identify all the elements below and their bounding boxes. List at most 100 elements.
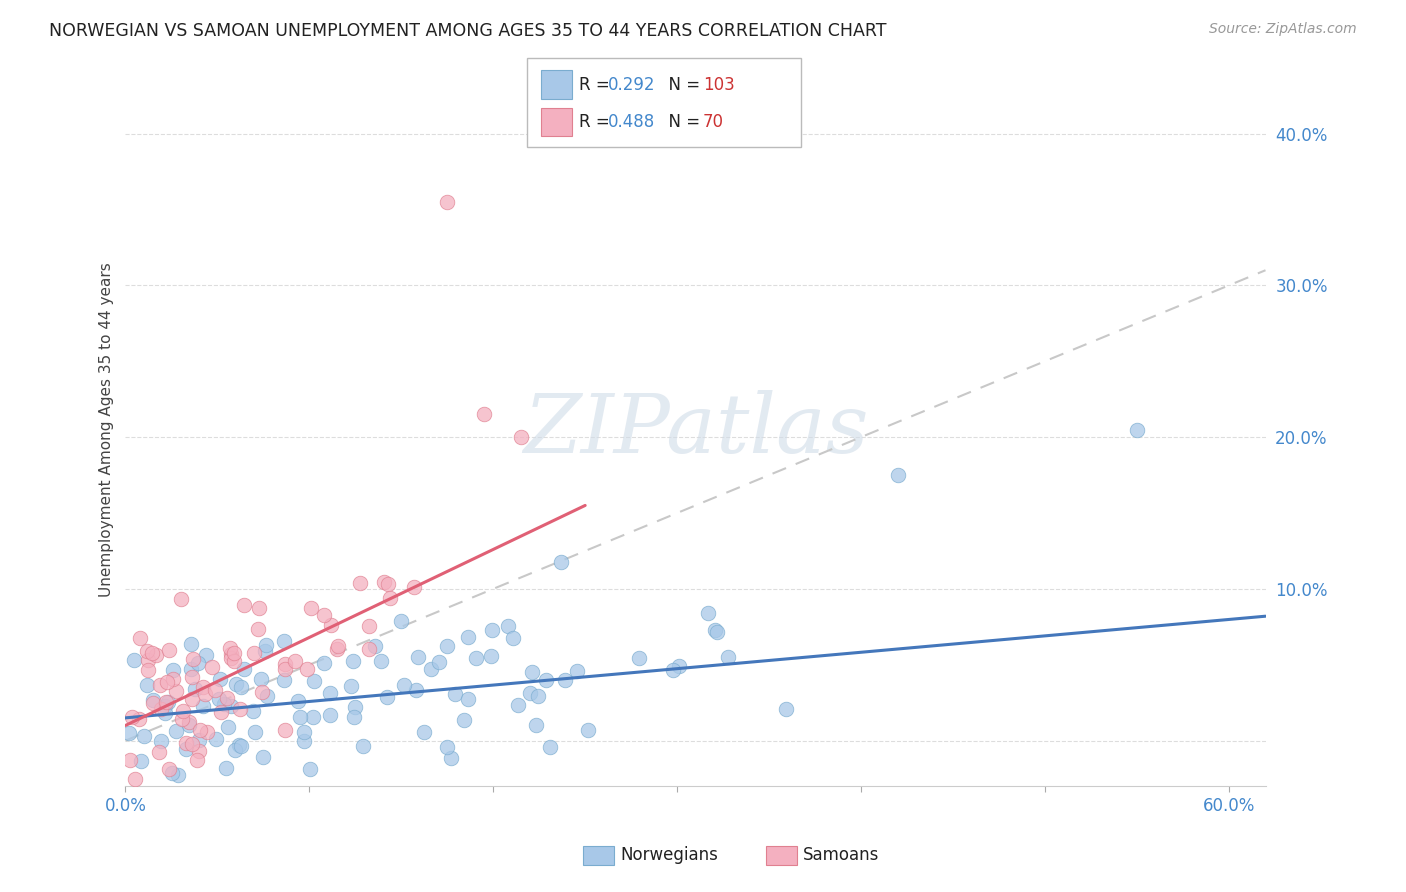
Text: Norwegians: Norwegians bbox=[620, 846, 718, 863]
Point bbox=[188, 723, 211, 737]
Point bbox=[775, 702, 797, 716]
Point bbox=[136, 653, 159, 667]
Point bbox=[157, 763, 180, 777]
Point bbox=[405, 682, 427, 697]
Point bbox=[419, 662, 441, 676]
Point bbox=[292, 725, 315, 739]
Point bbox=[232, 662, 254, 676]
Point bbox=[231, 739, 253, 753]
Point bbox=[212, 697, 235, 711]
Point bbox=[662, 663, 685, 677]
Point bbox=[1126, 423, 1149, 437]
Point bbox=[319, 618, 342, 632]
Point bbox=[457, 630, 479, 644]
Point bbox=[118, 726, 141, 740]
Point bbox=[247, 622, 270, 636]
Point bbox=[170, 591, 193, 606]
Point bbox=[186, 753, 208, 767]
Point bbox=[288, 710, 311, 724]
Point bbox=[142, 693, 165, 707]
Point bbox=[628, 651, 651, 665]
Point bbox=[232, 598, 254, 612]
Point bbox=[180, 637, 202, 651]
Point bbox=[195, 725, 218, 739]
Point bbox=[319, 686, 342, 700]
Point bbox=[242, 704, 264, 718]
Text: N =: N = bbox=[658, 76, 706, 94]
Point bbox=[180, 691, 202, 706]
Point bbox=[208, 672, 231, 686]
Point bbox=[156, 674, 179, 689]
Point bbox=[520, 665, 543, 679]
Point bbox=[342, 654, 364, 668]
Point bbox=[717, 649, 740, 664]
Point bbox=[274, 657, 297, 672]
Point bbox=[704, 623, 727, 637]
Point bbox=[177, 715, 200, 730]
Point bbox=[427, 655, 450, 669]
Text: 103: 103 bbox=[703, 76, 735, 94]
Text: N =: N = bbox=[658, 113, 706, 131]
Text: Samoans: Samoans bbox=[803, 846, 879, 863]
Point bbox=[326, 640, 349, 654]
Point bbox=[314, 656, 336, 670]
Point bbox=[219, 699, 242, 714]
Point bbox=[444, 687, 467, 701]
Point bbox=[465, 650, 488, 665]
Point bbox=[209, 705, 232, 719]
Point bbox=[229, 681, 252, 695]
Point bbox=[287, 694, 309, 708]
Point bbox=[326, 641, 349, 656]
Point bbox=[181, 737, 204, 751]
Point bbox=[343, 699, 366, 714]
Point bbox=[222, 646, 245, 660]
Point bbox=[301, 710, 323, 724]
Point bbox=[509, 430, 531, 444]
Text: NORWEGIAN VS SAMOAN UNEMPLOYMENT AMONG AGES 35 TO 44 YEARS CORRELATION CHART: NORWEGIAN VS SAMOAN UNEMPLOYMENT AMONG A… bbox=[49, 22, 887, 40]
Point bbox=[479, 649, 502, 664]
Point bbox=[217, 691, 239, 706]
Point bbox=[219, 647, 242, 661]
Point bbox=[274, 723, 297, 737]
Text: R =: R = bbox=[579, 113, 616, 131]
Point bbox=[304, 674, 326, 689]
Point bbox=[392, 678, 415, 692]
Point bbox=[391, 614, 413, 628]
Point bbox=[141, 647, 163, 661]
Point bbox=[224, 742, 246, 756]
Text: 0.292: 0.292 bbox=[607, 76, 655, 94]
Point bbox=[219, 640, 242, 655]
Point bbox=[150, 702, 173, 716]
Point bbox=[457, 692, 479, 706]
Point bbox=[706, 625, 728, 640]
Point bbox=[155, 695, 177, 709]
Point bbox=[550, 555, 572, 569]
Point bbox=[180, 670, 202, 684]
Text: 70: 70 bbox=[703, 113, 724, 131]
Point bbox=[554, 673, 576, 687]
Point bbox=[506, 698, 529, 712]
Point bbox=[502, 631, 524, 645]
Point bbox=[187, 656, 209, 670]
Point bbox=[225, 677, 247, 691]
Point bbox=[132, 729, 155, 743]
Point bbox=[284, 653, 307, 667]
Point bbox=[204, 682, 226, 697]
Point bbox=[138, 664, 160, 678]
Point bbox=[160, 765, 183, 780]
Point bbox=[184, 682, 207, 697]
Point bbox=[440, 751, 463, 765]
Text: ZIPatlas: ZIPatlas bbox=[523, 390, 869, 469]
Point bbox=[122, 652, 145, 666]
Point bbox=[312, 607, 335, 622]
Point bbox=[165, 723, 187, 738]
Point bbox=[370, 654, 392, 668]
Point bbox=[188, 732, 211, 747]
Point bbox=[373, 575, 395, 590]
Point bbox=[349, 575, 371, 590]
Point bbox=[887, 468, 910, 483]
Point bbox=[294, 734, 316, 748]
Point bbox=[273, 634, 295, 648]
Point bbox=[697, 606, 720, 620]
Point bbox=[534, 673, 557, 687]
